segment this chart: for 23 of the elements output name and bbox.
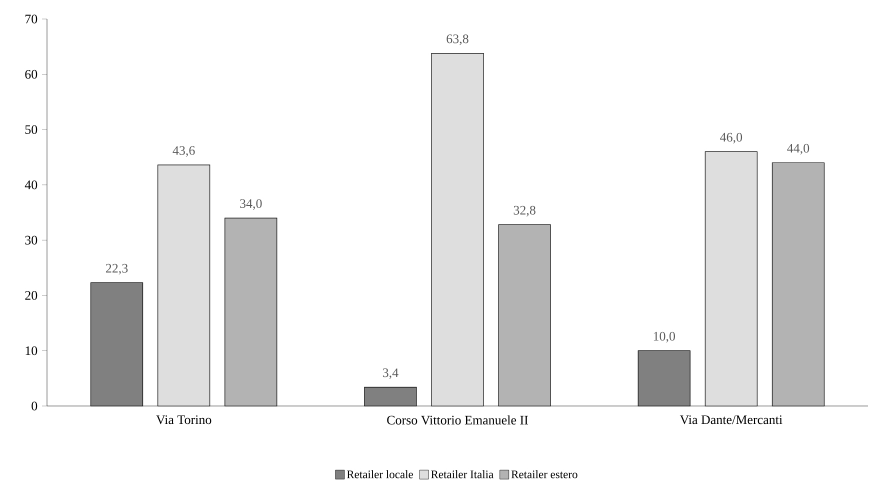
- y-tick-label: 40: [24, 180, 38, 190]
- x-tick-label: Via Dante/Mercanti: [680, 415, 782, 424]
- data-label: 46,0: [720, 132, 742, 144]
- x-tick-label: Corso Vittorio Emanuele II: [387, 415, 528, 425]
- legend-label: Retailer Italia: [431, 470, 494, 478]
- y-tick-label: 0: [32, 402, 38, 410]
- legend-label: Retailer estero: [511, 470, 578, 478]
- data-label: 10,0: [654, 332, 675, 343]
- data-label: 44,0: [787, 144, 810, 155]
- data-label: 43,6: [172, 146, 195, 157]
- x-tick-label: Via Torino: [156, 415, 212, 424]
- data-label: 22,3: [106, 264, 128, 275]
- data-label: 34,0: [240, 199, 262, 210]
- legend-label: Retailer locale: [346, 470, 413, 478]
- data-label: 32,8: [514, 206, 536, 216]
- y-tick-label: 30: [25, 236, 38, 245]
- y-tick-label: 70: [25, 14, 38, 24]
- y-tick-label: 50: [25, 125, 38, 134]
- data-label: 63,8: [446, 34, 468, 46]
- y-tick-label: 10: [26, 346, 38, 356]
- data-label: 3,4: [382, 368, 398, 380]
- y-tick-label: 60: [25, 70, 38, 79]
- y-tick-label: 20: [25, 291, 38, 300]
